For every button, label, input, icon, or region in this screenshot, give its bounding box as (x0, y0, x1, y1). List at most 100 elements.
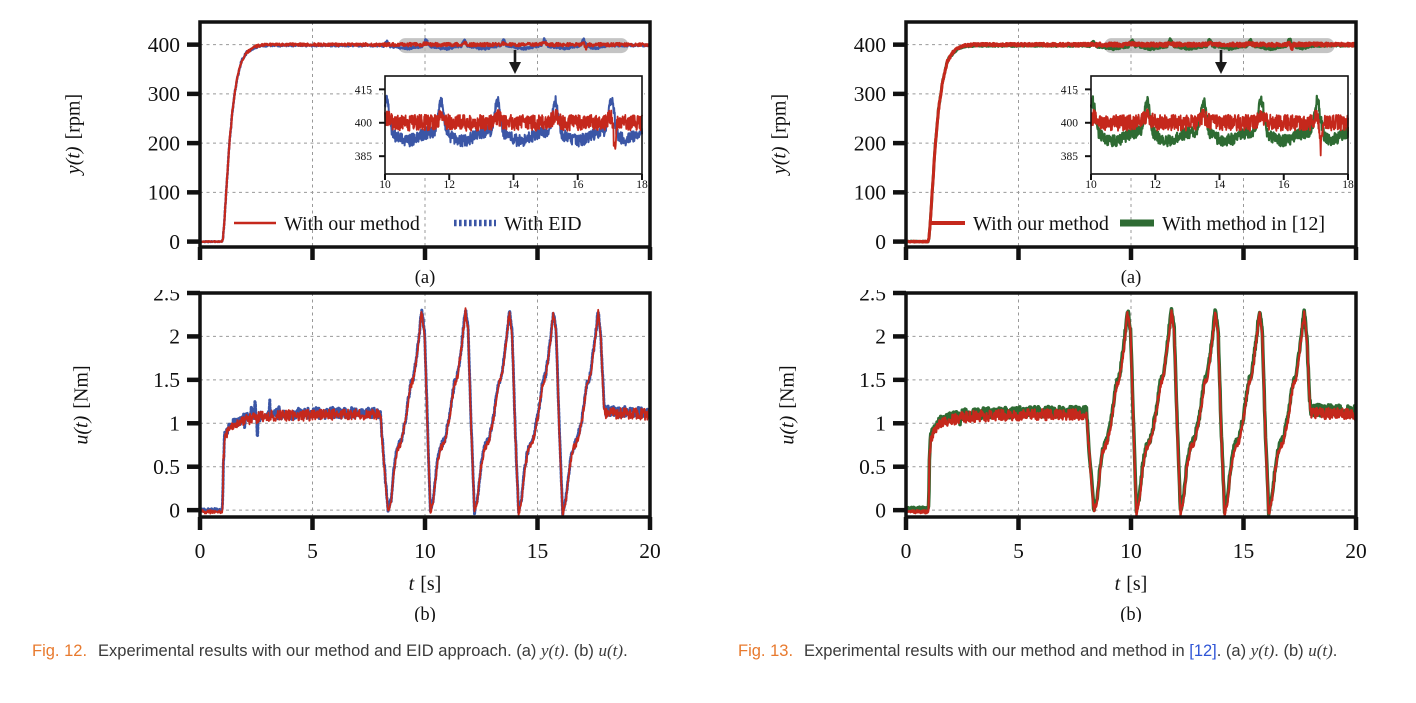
svg-text:5: 5 (1013, 539, 1024, 563)
svg-text:2.5: 2.5 (153, 290, 180, 305)
svg-text:(b): (b) (1120, 605, 1142, 622)
axis-label-unit: [Nm] (70, 365, 93, 409)
fig12-inset: 385 400 415 10 12 14 16 18 (347, 68, 653, 194)
svg-text:400: 400 (854, 33, 886, 57)
svg-text:0: 0 (195, 539, 206, 563)
svg-text:300: 300 (854, 82, 886, 106)
fig13-panel-a: 0 100 200 300 400 With our method With method … (708, 6, 1414, 290)
svg-text:0.5: 0.5 (859, 455, 886, 479)
svg-text:2: 2 (875, 325, 886, 349)
caption-segment-math: y(t) (541, 641, 565, 660)
svg-text:0.5: 0.5 (153, 455, 180, 479)
svg-text:18: 18 (636, 179, 648, 191)
axis-label-unit: [Nm] (776, 365, 799, 409)
caption-segment-text: . (623, 642, 628, 660)
svg-text:1.5: 1.5 (153, 368, 180, 392)
caption-segment-text: . (1332, 642, 1338, 660)
fig13-plot-u: 0 0.5 1 1.5 2 2.5 0 5 10 15 20 t [s] (b) (859, 290, 1367, 622)
svg-text:1.5: 1.5 (859, 368, 886, 392)
fig12-plot-y: 0 100 200 300 400 With our method With EID (a) (148, 20, 653, 288)
caption-segment-text: . (b) (564, 642, 599, 660)
svg-text:18: 18 (1342, 179, 1354, 191)
svg-text:With method in [12]: With method in [12] (1162, 213, 1325, 235)
svg-text:t[s]: t [s] (1115, 573, 1148, 595)
svg-text:14: 14 (508, 179, 520, 191)
svg-text:415: 415 (355, 84, 373, 96)
svg-text:15: 15 (1233, 539, 1255, 563)
svg-text:400: 400 (1061, 118, 1079, 130)
svg-text:400: 400 (355, 118, 373, 130)
svg-text:(a): (a) (1121, 268, 1142, 288)
axis-label-math: y(t) (62, 146, 85, 175)
caption-segment-math: y(t) (1250, 641, 1275, 660)
axis-label-math: y(t) (768, 146, 791, 175)
svg-text:100: 100 (854, 181, 886, 205)
figure-12: 0 100 200 300 400 With our method With EID (a) … (2, 6, 708, 663)
svg-text:10: 10 (379, 179, 391, 191)
figure-13: 0 100 200 300 400 With our method With method … (708, 6, 1414, 663)
svg-text:16: 16 (1278, 179, 1290, 191)
fig12-caption: Fig. 12. Experimental results with our me… (32, 640, 688, 663)
caption-segment-fignum: Fig. 13. (738, 642, 794, 660)
svg-text:2.5: 2.5 (859, 290, 886, 305)
caption-segment-text: (a) (516, 642, 541, 660)
svg-text:(b): (b) (414, 605, 436, 622)
caption-segment-text: . (b) (1274, 642, 1309, 660)
svg-text:100: 100 (148, 181, 180, 205)
fig13-y-axis-label-b: u(t) [Nm] (777, 365, 800, 444)
svg-text:20: 20 (639, 539, 661, 563)
svg-text:5: 5 (307, 539, 318, 563)
svg-text:With EID: With EID (504, 213, 582, 235)
fig12-y-axis-label-a: y(t) [rpm] (63, 94, 86, 174)
fig13-plot-y: 0 100 200 300 400 With our method With method … (854, 20, 1359, 288)
svg-text:10: 10 (414, 539, 436, 563)
fig13-y-axis-label-a: y(t) [rpm] (769, 94, 792, 174)
caption-segment-fignum: Fig. 12. (32, 642, 88, 660)
fig13-caption: Fig. 13. Experimental results with our me… (738, 640, 1394, 663)
caption-segment-text: . (a) (1216, 642, 1251, 660)
svg-text:200: 200 (148, 131, 180, 155)
svg-text:10: 10 (1120, 539, 1142, 563)
fig12-plot-u: 0 0.5 1 1.5 2 2.5 0 5 10 15 20 t [s] (b) (153, 290, 661, 622)
svg-text:415: 415 (1061, 84, 1079, 96)
axis-label-unit: [rpm] (768, 93, 791, 140)
svg-text:400: 400 (148, 33, 180, 57)
fig12-inset-plot: 385 400 415 10 12 14 16 18 (355, 75, 648, 191)
axis-label-math: u(t) (776, 415, 799, 445)
fig12-y-axis-label-b: u(t) [Nm] (71, 365, 94, 444)
caption-segment-math: u(t) (598, 641, 624, 660)
svg-text:0: 0 (875, 230, 886, 254)
caption-segment-math: u(t) (1308, 641, 1333, 660)
svg-text:With our method: With our method (284, 213, 420, 235)
axis-label-math: u(t) (70, 415, 93, 445)
fig13-inset-plot: 385 400 415 10 12 14 16 18 (1061, 75, 1354, 191)
axis-label-unit: [rpm] (62, 93, 85, 140)
svg-text:385: 385 (355, 151, 373, 163)
svg-text:With our method: With our method (973, 213, 1109, 235)
svg-text:20: 20 (1345, 539, 1367, 563)
caption-segment-cite: [12] (1189, 642, 1217, 660)
svg-text:0: 0 (875, 498, 886, 522)
svg-text:1: 1 (169, 412, 180, 436)
svg-text:0: 0 (901, 539, 912, 563)
caption-segment-text: Experimental results with our method and… (804, 642, 1190, 660)
svg-text:16: 16 (572, 179, 584, 191)
fig12-panel-b: 0 0.5 1 1.5 2 2.5 0 5 10 15 20 t [s] (b) u(t) [Nm] (2, 290, 708, 622)
svg-text:t[s]: t [s] (409, 573, 442, 595)
svg-text:0: 0 (169, 498, 180, 522)
svg-text:(a): (a) (415, 268, 436, 288)
svg-text:385: 385 (1061, 151, 1079, 163)
svg-text:200: 200 (854, 131, 886, 155)
svg-text:0: 0 (169, 230, 180, 254)
svg-text:12: 12 (444, 179, 456, 191)
svg-text:15: 15 (527, 539, 549, 563)
fig12-panel-a: 0 100 200 300 400 With our method With EID (a) … (2, 6, 708, 290)
caption-segment-text: Experimental results with our method and… (98, 642, 517, 660)
svg-text:10: 10 (1085, 179, 1097, 191)
svg-text:1: 1 (875, 412, 886, 436)
fig13-inset: 385 400 415 10 12 14 16 18 (1053, 68, 1359, 194)
fig13-panel-b: 0 0.5 1 1.5 2 2.5 0 5 10 15 20 t [s] (b) u(t) [Nm] (708, 290, 1414, 622)
svg-text:300: 300 (148, 82, 180, 106)
svg-text:2: 2 (169, 325, 180, 349)
